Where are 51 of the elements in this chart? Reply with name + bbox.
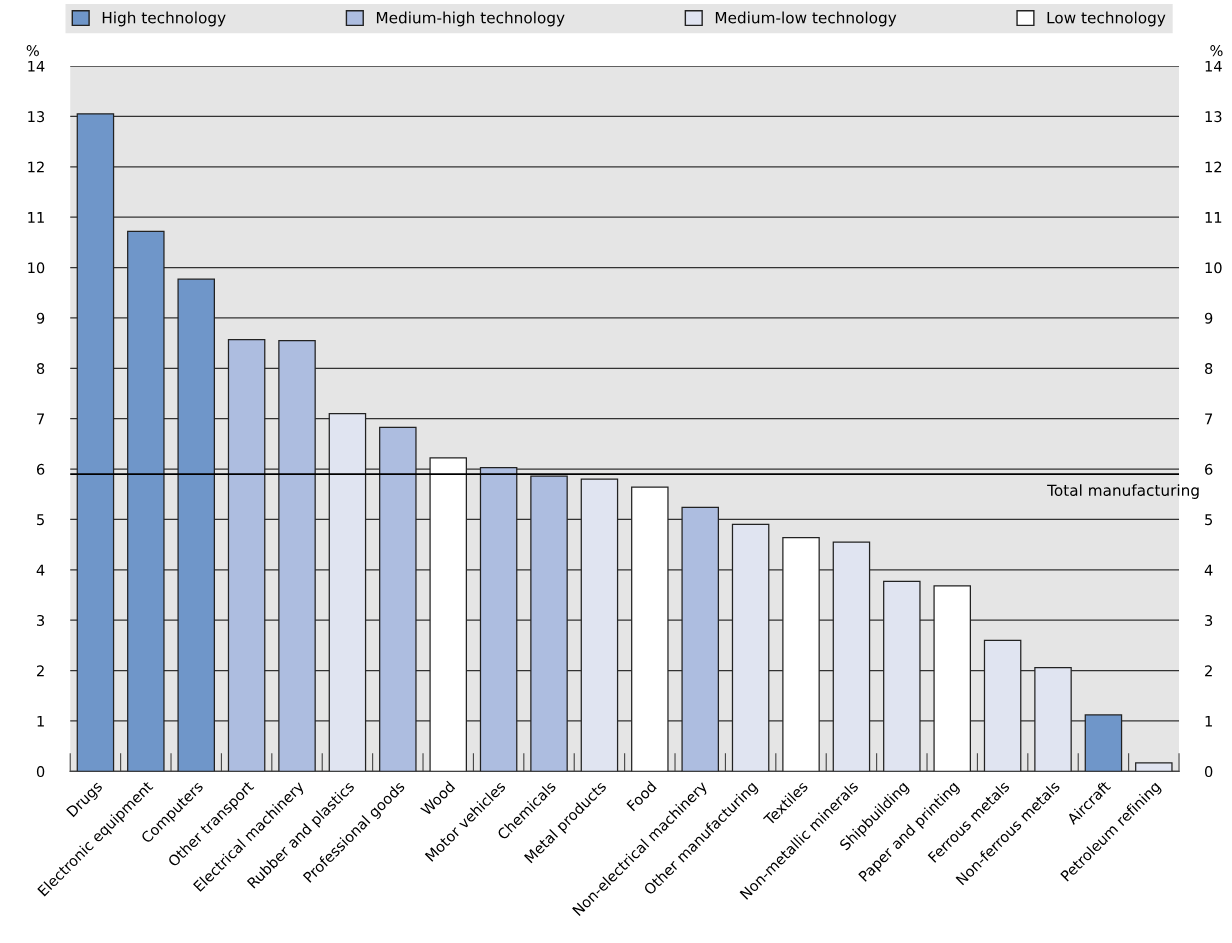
y2-tick-label: 9: [1204, 312, 1213, 324]
bar: [278, 339, 316, 772]
y2-tick-label: 5: [1205, 514, 1213, 526]
y-tick-label: 4: [36, 564, 45, 576]
legend-label: Medium-low technology: [715, 11, 897, 27]
bar: [127, 230, 165, 772]
y-axis-title: %: [26, 45, 39, 57]
y-tick-label: 8: [36, 363, 45, 375]
y2-tick-label: 6: [1205, 463, 1213, 475]
y2-tick-label: 0: [1204, 766, 1213, 778]
y-tick-label: 1: [37, 715, 44, 727]
y2-tick-label: 13: [1205, 111, 1222, 123]
bar: [681, 506, 719, 772]
legend-label: Low technology: [1047, 11, 1166, 27]
bar: [1084, 714, 1123, 772]
y-tick-label: 9: [36, 312, 45, 324]
bar: [933, 585, 971, 772]
y2-tick-label: 2: [1205, 665, 1212, 677]
y2-tick-label: 8: [1205, 363, 1213, 375]
y-tick-label: 5: [37, 514, 44, 526]
legend-label: Medium-high technology: [376, 11, 565, 27]
y-tick-label: 14: [28, 60, 45, 72]
y2-tick-label: 4: [1204, 564, 1213, 576]
bar: [782, 536, 820, 772]
legend-label: High technology: [102, 11, 226, 27]
y2-tick-label: 12: [1205, 161, 1222, 173]
y-tick-label: 6: [36, 463, 45, 475]
y-tick-label: 2: [37, 665, 44, 677]
bar: [177, 278, 215, 772]
y2-tick-label: 11: [1205, 212, 1222, 223]
y-tick-label: 11: [28, 212, 44, 223]
bar: [530, 475, 568, 772]
bar: [479, 466, 518, 772]
ref-line-label: Total manufacturing: [1047, 484, 1199, 499]
y2-tick-label: 3: [1205, 614, 1213, 626]
bar: [379, 426, 417, 772]
y2-tick-label: 1: [1205, 715, 1212, 727]
bar: [631, 486, 669, 772]
bar: [227, 338, 266, 772]
y-tick-label: 13: [28, 111, 45, 123]
y2-tick-label: 10: [1205, 262, 1222, 274]
bar: [429, 457, 467, 772]
y2-tick-label: 14: [1205, 60, 1222, 72]
y-tick-label: 12: [28, 161, 44, 173]
y-tick-label: 3: [37, 614, 45, 626]
y2-axis-title: %: [1210, 45, 1223, 57]
y2-tick-label: 7: [1205, 413, 1213, 425]
y-tick-label: 0: [36, 766, 45, 778]
y-tick-label: 7: [37, 413, 44, 425]
y-tick-label: 10: [28, 262, 45, 274]
bar: [76, 113, 115, 772]
